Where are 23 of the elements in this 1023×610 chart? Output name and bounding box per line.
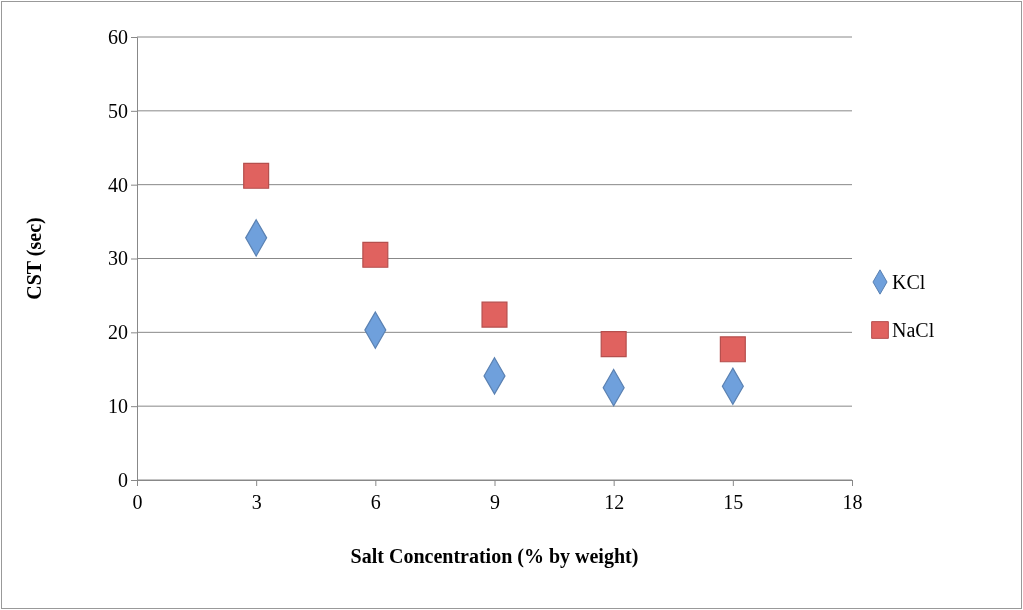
y-tick-label: 30 xyxy=(108,247,128,270)
point xyxy=(481,301,508,328)
x-tick-label: 18 xyxy=(842,491,863,513)
point xyxy=(243,162,270,189)
point xyxy=(362,241,389,268)
point xyxy=(719,336,746,363)
x-tick-label: 12 xyxy=(604,491,625,513)
y-tick-label: 0 xyxy=(118,468,128,491)
y-tick-label: 40 xyxy=(108,173,128,196)
y-tick-label: 60 xyxy=(108,25,128,48)
x-tick-label: 3 xyxy=(251,491,262,513)
legend-label: KCl xyxy=(892,271,926,293)
x-tick-label: 0 xyxy=(132,491,143,513)
x-tick-label: 6 xyxy=(370,491,381,513)
legend-label: NaCl xyxy=(892,319,935,341)
x-tick-label: 15 xyxy=(723,491,744,513)
x-tick-label: 9 xyxy=(490,491,500,513)
y-tick-label: 50 xyxy=(108,99,128,122)
y-tick-label: 10 xyxy=(108,395,128,418)
point xyxy=(600,331,627,358)
y-tick-label: 20 xyxy=(108,321,128,344)
y-axis-title: CST (sec) xyxy=(23,217,46,300)
x-axis-title: Salt Concentration (% by weight) xyxy=(350,545,639,568)
